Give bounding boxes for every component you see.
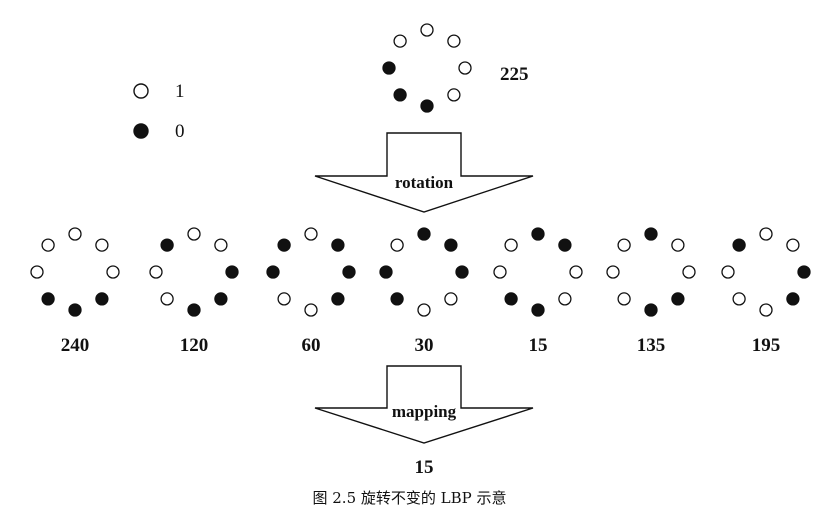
rotation-arrow-shape [314, 132, 534, 213]
legend-open-circle [133, 83, 149, 99]
pattern-120-bit-3-filled [214, 292, 228, 306]
pattern-value-label: 30 [415, 335, 434, 356]
top-pattern-bit-6-filled [382, 61, 396, 75]
figure-caption: 图 2.5 旋转不变的 LBP 示意 [312, 489, 507, 507]
pattern-60-bit-4-open [304, 303, 318, 317]
pattern-30-bit-3-open [444, 292, 458, 306]
pattern-value-label: 60 [302, 335, 321, 356]
pattern-15: 15 [493, 227, 583, 356]
pattern-15-bit-5-filled [504, 292, 518, 306]
pattern-30-bit-4-open [417, 303, 431, 317]
pattern-240-bit-6-open [30, 265, 44, 279]
pattern-30-bit-5-filled [390, 292, 404, 306]
top-pattern [382, 23, 472, 113]
pattern-60-bit-3-filled [331, 292, 345, 306]
pattern-120-bit-4-filled [187, 303, 201, 317]
pattern-135-bit-0-filled [644, 227, 658, 241]
pattern-195-bit-3-filled [786, 292, 800, 306]
top-pattern-bit-3-open [447, 88, 461, 102]
pattern-135-bit-4-filled [644, 303, 658, 317]
pattern-120: 120 [149, 227, 239, 356]
pattern-195-bit-2-filled [797, 265, 811, 279]
mapping-arrow-shape [314, 365, 534, 444]
pattern-135-bit-7-open [617, 238, 631, 252]
pattern-30-bit-2-filled [455, 265, 469, 279]
pattern-120-bit-0-open [187, 227, 201, 241]
mapping-arrow-label: mapping [392, 402, 457, 421]
rotation-arrow: rotation [314, 132, 534, 213]
pattern-135-bit-6-open [606, 265, 620, 279]
pattern-120-bit-2-filled [225, 265, 239, 279]
legend-filled-circle [133, 123, 149, 139]
pattern-135-bit-1-open [671, 238, 685, 252]
pattern-240-bit-0-open [68, 227, 82, 241]
pattern-60-bit-6-filled [266, 265, 280, 279]
pattern-240-bit-1-open [95, 238, 109, 252]
pattern-195-bit-7-filled [732, 238, 746, 252]
pattern-15-bit-3-open [558, 292, 572, 306]
top-pattern-bit-2-open [458, 61, 472, 75]
pattern-30-bit-7-open [390, 238, 404, 252]
pattern-120-bit-1-open [214, 238, 228, 252]
pattern-195-bit-4-open [759, 303, 773, 317]
pattern-value-label: 135 [637, 335, 666, 356]
pattern-120-bit-6-open [149, 265, 163, 279]
pattern-15-bit-1-filled [558, 238, 572, 252]
pattern-135-bit-3-filled [671, 292, 685, 306]
pattern-195-bit-5-open [732, 292, 746, 306]
rotation-arrow-label: rotation [395, 173, 454, 192]
pattern-30: 30 [379, 227, 469, 356]
pattern-value-label: 195 [752, 335, 781, 356]
pattern-value-label: 120 [180, 335, 209, 356]
pattern-15-bit-0-filled [531, 227, 545, 241]
pattern-135: 135 [606, 227, 696, 356]
top-pattern-bit-4-filled [420, 99, 434, 113]
pattern-60-bit-0-open [304, 227, 318, 241]
top-pattern-bit-1-open [447, 34, 461, 48]
pattern-30-bit-0-filled [417, 227, 431, 241]
top-pattern-value: 225 [500, 64, 529, 85]
pattern-195-bit-6-open [721, 265, 735, 279]
top-pattern-bit-7-open [393, 34, 407, 48]
pattern-30-bit-1-filled [444, 238, 458, 252]
pattern-240: 240 [30, 227, 120, 356]
top-pattern-bit-5-filled [393, 88, 407, 102]
top-pattern-bit-0-open [420, 23, 434, 37]
pattern-15-bit-6-open [493, 265, 507, 279]
legend: 1 0 [133, 81, 185, 142]
pattern-15-bit-4-filled [531, 303, 545, 317]
pattern-60-bit-1-filled [331, 238, 345, 252]
legend-label-open: 1 [175, 81, 185, 102]
pattern-15-bit-2-open [569, 265, 583, 279]
pattern-60: 60 [266, 227, 356, 356]
pattern-30-bit-6-filled [379, 265, 393, 279]
pattern-60-bit-5-open [277, 292, 291, 306]
pattern-60-bit-2-filled [342, 265, 356, 279]
pattern-value-label: 15 [529, 335, 548, 356]
mapping-arrow: mapping [314, 365, 534, 444]
pattern-120-bit-7-filled [160, 238, 174, 252]
pattern-15-bit-7-open [504, 238, 518, 252]
legend-label-filled: 0 [175, 121, 185, 142]
pattern-120-bit-5-open [160, 292, 174, 306]
pattern-240-bit-7-open [41, 238, 55, 252]
pattern-60-bit-7-filled [277, 238, 291, 252]
result-value: 15 [415, 457, 434, 478]
pattern-135-bit-2-open [682, 265, 696, 279]
pattern-240-bit-4-filled [68, 303, 82, 317]
pattern-240-bit-3-filled [95, 292, 109, 306]
pattern-195-bit-0-open [759, 227, 773, 241]
pattern-240-bit-2-open [106, 265, 120, 279]
pattern-195-bit-1-open [786, 238, 800, 252]
pattern-row: 240 120 60 30 15 135 195 [30, 227, 811, 356]
pattern-135-bit-5-open [617, 292, 631, 306]
pattern-195: 195 [721, 227, 811, 356]
pattern-value-label: 240 [61, 335, 90, 356]
pattern-240-bit-5-filled [41, 292, 55, 306]
